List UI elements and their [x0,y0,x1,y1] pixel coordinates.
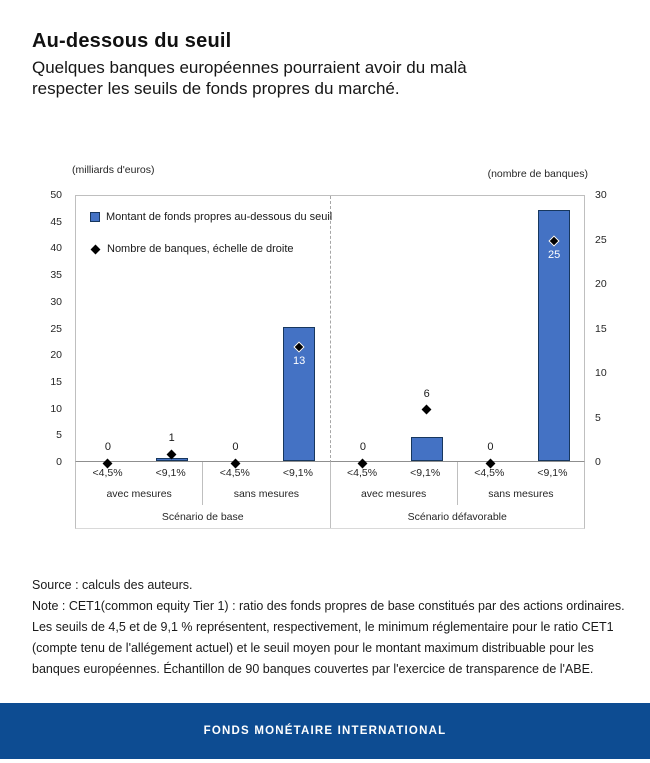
left-axis-tick-label: 25 [50,322,62,335]
scenario-label: Scénario de base [76,505,331,528]
data-label: 0 [359,441,366,453]
subgroup-label: avec mesures [76,483,204,505]
page-title: Au-dessous du seuil [32,30,232,52]
right-axis-tick-label: 5 [595,411,601,424]
category-label: <4,5% [92,466,123,479]
left-axis-tick-label: 35 [50,269,62,282]
left-axis-tick-label: 45 [50,215,62,228]
data-label: 0 [487,441,494,453]
category-label: <4,5% [474,466,505,479]
left-axis-tick-label: 30 [50,295,62,308]
right-axis-tick-label: 20 [595,278,607,290]
data-label: 0 [104,441,111,453]
scenario-label-row: Scénario de base Scénario défavorable [75,505,585,529]
category-label: <4,5% [347,466,378,479]
data-label: 25 [548,248,561,261]
category-label: <9,1% [394,462,458,483]
source-text: Source : calculs des auteurs. [32,578,193,592]
plot-area: Montant de fonds propres au-dessous du s… [75,195,585,468]
subgroup-label: avec mesures [331,483,458,505]
footer-title: FONDS MONÉTAIRE INTERNATIONAL [203,725,447,737]
chart-legend: Montant de fonds propres au-dessous du s… [90,208,332,272]
data-label: 13 [293,355,306,368]
left-axis-tick-label: 20 [50,349,62,362]
left-axis-tick-label: 5 [56,429,62,442]
footer-band: FONDS MONÉTAIRE INTERNATIONAL [0,703,650,759]
subgroup-label: sans mesures [488,488,554,500]
subgroup-label-row: avec mesures sans mesures avec mesures sans… [75,483,585,505]
left-axis-tick-label: 50 [50,189,62,201]
subtitle-line-2: respecter les seuils de fonds propres du… [32,79,400,98]
left-axis-tick-label: 0 [56,456,62,468]
left-axis-tick-label: 10 [50,402,62,415]
scenario-label: Scénario défavorable [407,510,507,523]
legend-item-diamonds: Nombre de banques, échelle de droite [90,240,332,258]
legend-item-bars: Montant de fonds propres au-dessous du s… [90,208,332,226]
legend-label: Montant de fonds propres au-dessous du s… [106,211,333,223]
category-label: <9,1% [266,462,331,483]
scenario-divider-line [330,196,331,463]
category-label: <9,1% [139,462,204,483]
subtitle-line-1: Quelques banques européennes pourraient … [32,58,467,77]
notes-block: Source : calculs des auteurs. Note : CET… [32,575,632,680]
data-label: 1 [168,432,175,445]
data-label: 0 [232,441,239,453]
right-axis-tick-label: 0 [595,456,601,468]
data-label: 6 [423,387,430,400]
subgroup-label: sans mesures [203,483,331,505]
right-axis-tick-label: 30 [595,189,607,201]
right-axis-tick-label: 25 [595,233,607,246]
diamond-marker [421,404,432,415]
right-axis-tick-label: 10 [595,367,607,379]
left-axis-tick-label: 15 [50,375,62,388]
chart-header: Au-dessous du seuil Quelques banques eur… [32,30,612,99]
left-axis-tick-label: 40 [50,242,62,255]
chart: (milliards d'euros) (nombre de banques) … [0,130,650,535]
left-axis-unit-label: (milliards d'euros) [72,164,155,176]
right-axis-unit-label: (nombre de banques) [487,168,588,180]
category-label-row: <4,5% <9,1% <4,5% <9,1% <4,5% <9,1% <4,5% <9,1% [75,462,585,483]
diamond-icon [90,244,101,254]
square-icon [90,212,100,222]
note-text: Note : CET1(common equity Tier 1) : rati… [32,599,625,676]
bar [538,210,571,461]
legend-label: Nombre de banques, échelle de droite [107,243,294,255]
bar [410,437,443,461]
category-label: <4,5% [219,466,250,479]
category-label: <9,1% [537,466,568,479]
right-axis-tick-label: 15 [595,322,607,335]
page-subtitle: Quelques banques européennes pourraient … [32,57,612,99]
